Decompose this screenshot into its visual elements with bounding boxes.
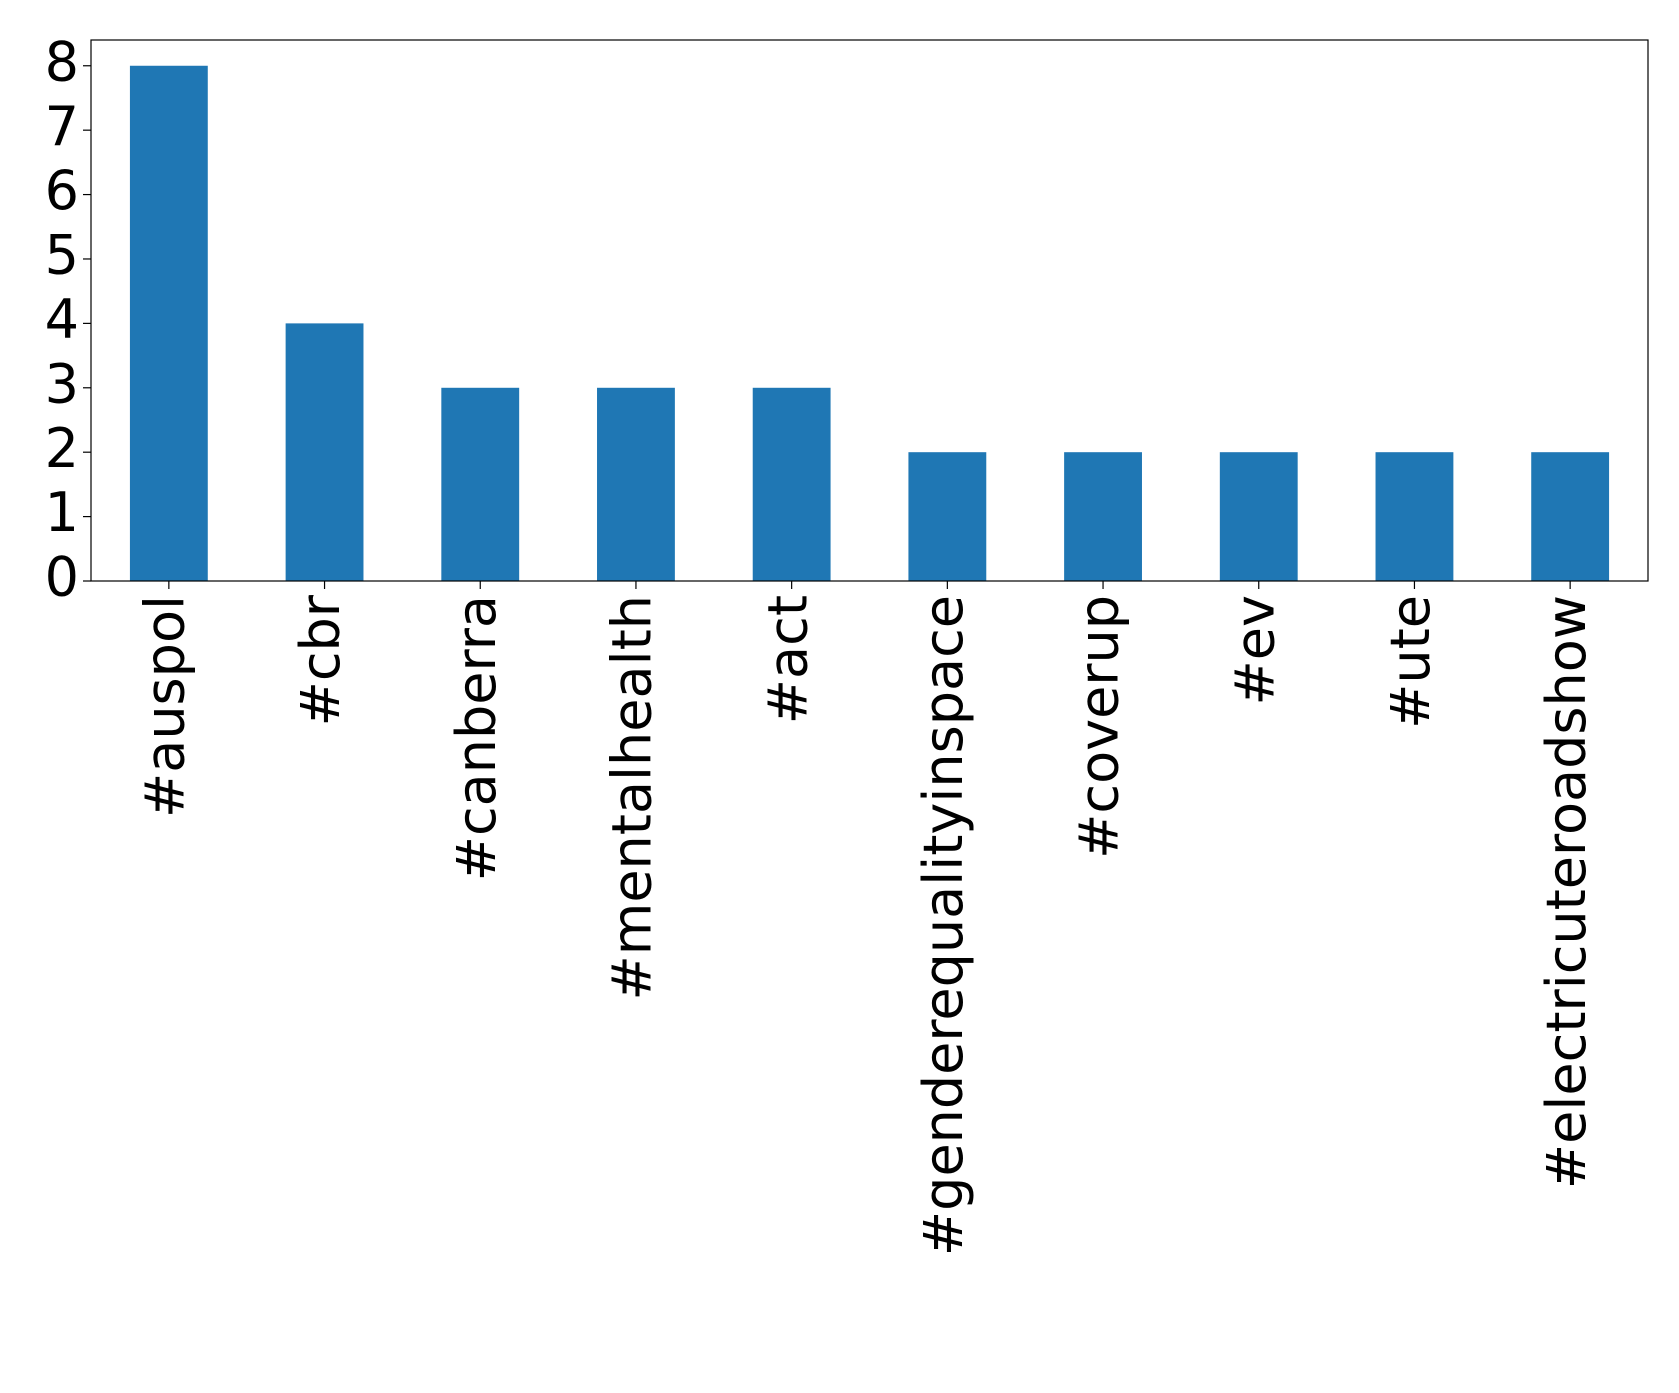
- y-tick-label: 7: [45, 95, 79, 158]
- bar: [441, 387, 520, 581]
- x-tick-label: #cbr: [289, 594, 352, 726]
- bar: [752, 387, 831, 581]
- y-tick-label: 6: [45, 159, 79, 222]
- x-tick-label: #genderequalityinspace: [912, 595, 975, 1256]
- x-tick-label: #ute: [1379, 595, 1442, 729]
- bar: [129, 65, 208, 581]
- bar: [1375, 452, 1454, 581]
- bar: [285, 323, 364, 581]
- x-tick-label: #mentalhealth: [601, 595, 664, 1001]
- y-tick-label: 5: [45, 224, 79, 287]
- x-tick-label: #ev: [1223, 595, 1286, 705]
- y-tick-label: 0: [45, 546, 79, 609]
- bar: [1064, 452, 1142, 581]
- y-tick-label: 2: [45, 417, 79, 480]
- x-tick-label: #auspol: [133, 595, 196, 818]
- x-tick-label: #coverup: [1068, 595, 1131, 859]
- bar: [1531, 452, 1610, 581]
- bar: [1219, 452, 1298, 581]
- y-tick-label: 3: [45, 352, 79, 415]
- bar: [908, 452, 987, 581]
- y-tick-label: 8: [45, 30, 79, 93]
- x-tick-label: #act: [756, 595, 819, 724]
- y-tick-label: 4: [45, 288, 79, 351]
- bar: [597, 387, 675, 581]
- plot-frame: [90, 39, 1649, 582]
- y-tick-label: 1: [45, 481, 79, 544]
- x-tick-label: #canberra: [445, 595, 508, 881]
- x-tick-label: #electricuteroadshow: [1535, 595, 1598, 1189]
